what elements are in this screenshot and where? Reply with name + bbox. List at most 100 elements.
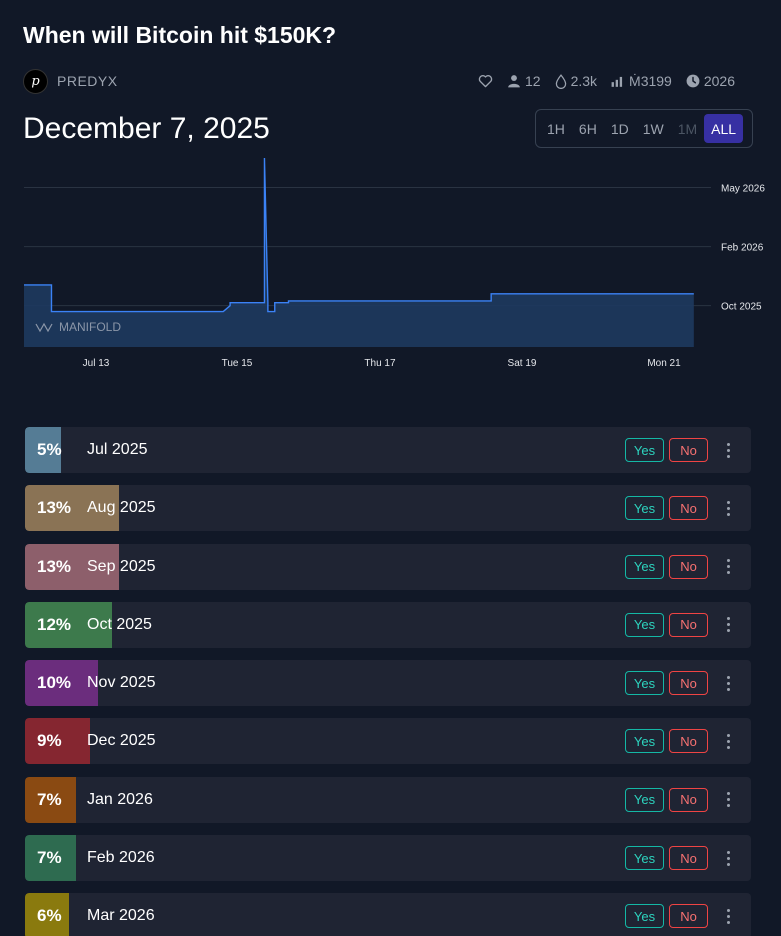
market-title: When will Bitcoin hit $150K?	[23, 22, 337, 48]
answer-actions: Yes No	[625, 671, 737, 696]
answer-actions: Yes No	[625, 612, 737, 637]
time-range-6h[interactable]: 6H	[578, 120, 597, 137]
answer-probability-bar	[25, 660, 98, 707]
answer-row[interactable]: 13% Sep 2025 Yes No	[25, 543, 751, 590]
more-vertical-icon[interactable]	[719, 733, 737, 749]
bet-yes-button[interactable]: Yes	[625, 787, 664, 812]
answer-probability-bar	[25, 485, 120, 532]
bet-no-button[interactable]: No	[669, 612, 708, 637]
answer-actions: Yes No	[625, 846, 737, 871]
answer-percent: 7%	[37, 789, 62, 809]
answer-actions: Yes No	[625, 787, 737, 812]
traders-count: 12	[524, 73, 541, 89]
answer-probability-bar	[25, 776, 76, 823]
answer-actions: Yes No	[625, 496, 737, 521]
bet-no-button[interactable]: No	[669, 846, 708, 871]
more-vertical-icon[interactable]	[719, 908, 737, 924]
bet-no-button[interactable]: No	[669, 554, 708, 579]
bet-yes-button[interactable]: Yes	[625, 554, 664, 579]
chart-line	[24, 157, 694, 313]
x-tick-label: Thu 17	[364, 358, 396, 369]
answer-percent: 13%	[37, 556, 72, 576]
answer-probability-bar	[25, 427, 62, 473]
time-range-all[interactable]: ALL	[704, 114, 744, 143]
answer-actions: Yes No	[625, 904, 737, 929]
market-meta: p PREDYX 12 2.3k Ṁ3199 2026	[23, 68, 735, 94]
answer-percent: 5%	[37, 440, 62, 459]
market-stats: 12 2.3k Ṁ3199 2026	[478, 73, 735, 89]
answer-row[interactable]: 7% Jan 2026 Yes No	[25, 776, 751, 823]
time-range-1d[interactable]: 1D	[610, 120, 629, 137]
answer-row[interactable]: 6% Mar 2026 Yes No	[25, 893, 751, 936]
bet-no-button[interactable]: No	[669, 671, 708, 696]
x-tick-label: Mon 21	[647, 358, 681, 369]
answer-percent: 6%	[37, 906, 62, 926]
answer-actions: Yes No	[625, 729, 737, 754]
answer-probability-bar	[25, 601, 113, 648]
droplet-icon	[555, 73, 566, 89]
answer-probability-bar	[25, 543, 120, 590]
clock-icon	[686, 74, 700, 88]
volume-value: 2.3k	[570, 73, 598, 89]
bet-yes-button[interactable]: Yes	[625, 904, 664, 929]
answer-label: Mar 2026	[87, 907, 155, 925]
answer-percent: 7%	[37, 848, 62, 868]
bet-yes-button[interactable]: Yes	[625, 729, 664, 754]
answer-row[interactable]: 12% Oct 2025 Yes No	[25, 601, 751, 648]
chart-watermark: MANIFOLD	[59, 320, 121, 334]
answer-row[interactable]: 7% Feb 2026 Yes No	[25, 835, 751, 882]
time-range-1w[interactable]: 1W	[642, 120, 664, 137]
like-button[interactable]	[478, 74, 493, 88]
user-icon	[508, 75, 520, 88]
close-date-stat: 2026	[686, 73, 735, 89]
bet-yes-button[interactable]: Yes	[625, 612, 664, 637]
bet-no-button[interactable]: No	[669, 904, 708, 929]
bet-yes-button[interactable]: Yes	[625, 846, 664, 871]
liquidity-stat: Ṁ3199	[611, 73, 672, 89]
answer-label: Nov 2025	[87, 674, 156, 692]
time-range-1h[interactable]: 1H	[547, 120, 565, 137]
bet-yes-button[interactable]: Yes	[625, 438, 664, 462]
close-year: 2026	[703, 73, 735, 89]
bet-no-button[interactable]: No	[669, 729, 708, 754]
more-vertical-icon[interactable]	[719, 675, 737, 691]
creator-avatar[interactable]: p	[23, 68, 48, 94]
more-vertical-icon[interactable]	[719, 792, 737, 808]
chart-area	[24, 158, 694, 347]
bet-no-button[interactable]: No	[669, 787, 708, 812]
creator-name[interactable]: PREDYX	[57, 73, 118, 89]
bet-yes-button[interactable]: Yes	[625, 496, 664, 521]
liquidity-value: Ṁ3199	[629, 73, 672, 89]
answer-percent: 13%	[37, 498, 72, 518]
chart-svg: May 2026 Feb 2026 Oct 2025 MANIFOLD Jul 13 Tu…	[24, 157, 765, 369]
answer-label: Feb 2026	[87, 849, 155, 867]
more-vertical-icon[interactable]	[719, 559, 737, 575]
answer-probability-bar	[25, 718, 91, 765]
answer-label: Aug 2025	[87, 499, 156, 517]
answer-row[interactable]: 5% Jul 2025 Yes No	[25, 427, 751, 473]
answer-actions: Yes No	[625, 554, 737, 579]
bet-no-button[interactable]: No	[669, 496, 708, 521]
answer-label: Jul 2025	[87, 441, 148, 458]
probability-chart: May 2026 Feb 2026 Oct 2025 MANIFOLD Jul 13 Tu…	[0, 150, 781, 380]
more-vertical-icon[interactable]	[719, 500, 737, 516]
more-vertical-icon[interactable]	[719, 442, 737, 458]
answer-label: Jan 2026	[87, 790, 153, 808]
time-range-1m: 1M	[677, 120, 698, 137]
y-tick-label: Feb 2026	[721, 243, 764, 254]
top-answer-date: December 7, 2025	[23, 112, 270, 145]
bet-no-button[interactable]: No	[669, 438, 708, 462]
answer-label: Dec 2025	[87, 732, 156, 750]
answer-row[interactable]: 9% Dec 2025 Yes No	[25, 718, 751, 765]
more-vertical-icon[interactable]	[719, 617, 737, 633]
x-tick-label: Jul 13	[83, 358, 110, 369]
answer-row[interactable]: 13% Aug 2025 Yes No	[25, 485, 751, 532]
answer-percent: 10%	[37, 673, 72, 693]
answer-list: 5% Jul 2025 Yes No 13% Aug 2025 Yes No 13% Sep 20…	[25, 427, 751, 936]
more-vertical-icon[interactable]	[719, 850, 737, 866]
traders-stat: 12	[507, 73, 541, 89]
bet-yes-button[interactable]: Yes	[625, 671, 664, 696]
heart-icon	[478, 75, 493, 88]
answer-row[interactable]: 10% Nov 2025 Yes No	[25, 660, 751, 707]
answer-percent: 12%	[37, 614, 72, 634]
